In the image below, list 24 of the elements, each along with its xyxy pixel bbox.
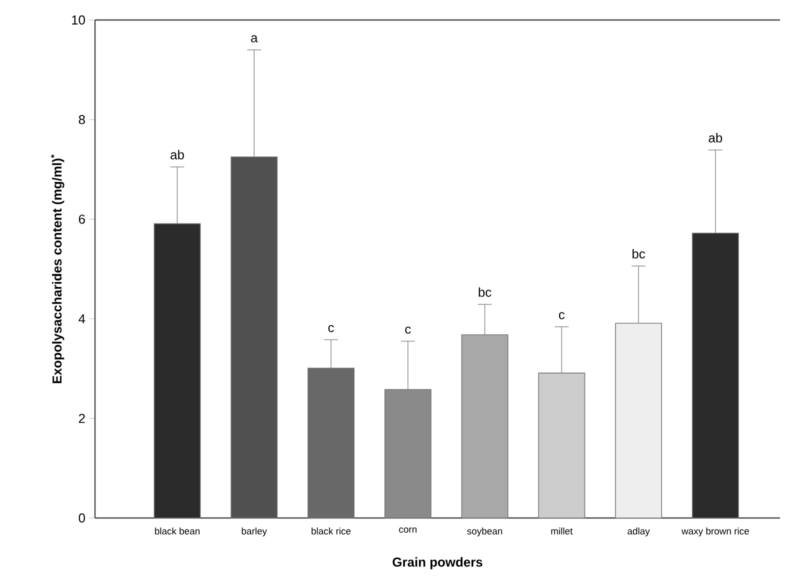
y-tick-label: 8 [78,115,85,124]
x-tick-label: soybean [467,528,502,536]
y-axis-title: Exopolysaccharides content (mg/ml)$^{*}$ [50,154,64,384]
annotation: bc [478,287,492,297]
x-tick-label: corn [399,528,417,533]
x-tick-label: millet [551,528,573,534]
annotation: c [558,312,565,320]
annotation: c [328,325,334,332]
y-tick-label: 2 [78,414,85,423]
annotation: ab [708,132,722,142]
annotation: a [251,35,258,42]
annotation: c [405,326,411,334]
annotation: bc [632,248,646,258]
x-axis-title: Grain powders [392,557,482,570]
annotation: ab [170,150,184,160]
x-tick-label: adlay [628,528,650,536]
y-tick-label: 0 [78,513,85,523]
x-tick-label: black bean [154,528,200,534]
y-tick-label: 10 [72,15,85,25]
y-tick-label: 4 [78,314,86,324]
x-tick-label: black rice [312,528,351,534]
x-tick-label: waxy brown rice [681,528,749,536]
y-tick-label: 6 [78,214,85,224]
x-tick-label: barley [242,528,268,536]
